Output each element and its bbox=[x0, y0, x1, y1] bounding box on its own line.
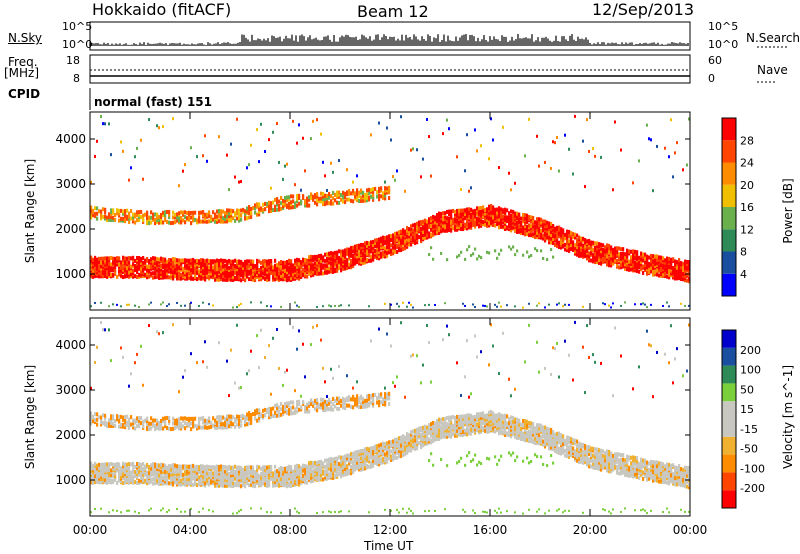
y-tick-label: 4000 bbox=[55, 132, 86, 146]
colorbar-tick-label: 28 bbox=[740, 134, 754, 147]
colorbar-segment bbox=[722, 184, 736, 207]
noise-left-tick-bottom: 10^0 bbox=[62, 38, 93, 51]
colorbar-segment bbox=[722, 347, 736, 366]
colorbar-segment bbox=[722, 454, 736, 473]
y-tick-label: 3000 bbox=[55, 177, 86, 191]
nsky-label: N.Sky bbox=[8, 31, 43, 45]
colorbar-tick-label: 50 bbox=[740, 383, 754, 396]
y-tick-label: 1000 bbox=[55, 473, 86, 487]
colorbar-segment bbox=[722, 436, 736, 455]
colorbar-tick-label: -100 bbox=[740, 462, 765, 475]
colorbar-tick-label: 4 bbox=[740, 268, 747, 281]
date-title: 12/Sep/2013 bbox=[592, 0, 695, 19]
x-tick-label: 00:00 bbox=[73, 523, 108, 537]
velocity-ylabel: Slant Range [km] bbox=[23, 364, 37, 470]
colorbar-segment bbox=[722, 162, 736, 185]
nave-label: Nave bbox=[757, 63, 788, 77]
colorbar-tick-label: 200 bbox=[740, 344, 761, 357]
velocity-colorbar-label: Velocity [m s^-1] bbox=[781, 364, 795, 470]
mhz-label: [MHz] bbox=[4, 66, 40, 80]
freq-right-tick-top: 60 bbox=[708, 54, 722, 67]
cpid-value: normal (fast) 151 bbox=[94, 95, 212, 109]
colorbar-segment bbox=[722, 490, 736, 508]
power-ylabel: Slant Range [km] bbox=[23, 158, 37, 264]
beam-title: Beam 12 bbox=[357, 2, 429, 21]
y-tick-label: 2000 bbox=[55, 222, 86, 236]
freq-right-tick-bottom: 0 bbox=[708, 72, 715, 85]
velocity-y-axis: 1000 2000 3000 4000 bbox=[55, 338, 690, 487]
colorbar-segment bbox=[722, 419, 736, 437]
noise-right-tick-top: 10^5 bbox=[708, 20, 739, 33]
y-tick-label: 1000 bbox=[55, 267, 86, 281]
colorbar-segment bbox=[722, 140, 736, 163]
power-scatter-cells bbox=[90, 114, 691, 309]
colorbar-segment bbox=[722, 229, 736, 252]
power-y-axis: 1000 2000 3000 4000 bbox=[55, 132, 690, 281]
colorbar-segment bbox=[722, 472, 736, 491]
freq-traces bbox=[90, 69, 690, 77]
colorbar-segment bbox=[722, 118, 736, 141]
colorbar-tick-label: 20 bbox=[740, 179, 754, 192]
x-tick-label: 12:00 bbox=[373, 523, 408, 537]
noise-panel-frame bbox=[89, 21, 691, 51]
station-title: Hokkaido (fitACF) bbox=[92, 0, 232, 19]
x-tick-label: 16:00 bbox=[473, 523, 508, 537]
noise-right-tick-bottom: 10^0 bbox=[708, 38, 739, 51]
y-tick-label: 3000 bbox=[55, 383, 86, 397]
colorbar-frame bbox=[721, 329, 737, 509]
freq-left-tick-top: 18 bbox=[66, 54, 80, 67]
colorbar-tick-label: -200 bbox=[740, 482, 765, 495]
noise-left-tick-top: 10^5 bbox=[62, 20, 93, 33]
colorbar-tick-label: -15 bbox=[740, 423, 758, 436]
colorbar-segment bbox=[722, 401, 736, 419]
colorbar-tick-label: 8 bbox=[740, 246, 747, 259]
time-x-axis: 00:00 04:00 08:00 12:00 16:00 20:00 00:00 bbox=[73, 112, 708, 537]
colorbar-frame bbox=[721, 117, 737, 297]
cpid-label: CPID bbox=[8, 87, 41, 101]
colorbar-tick-label: 15 bbox=[740, 403, 754, 416]
colorbar-tick-label: 16 bbox=[740, 201, 754, 214]
x-tick-label: 20:00 bbox=[573, 523, 608, 537]
velocity-colorbar: -200 -100 -50 -15 15 50 100 200 bbox=[721, 329, 765, 509]
colorbar-segment bbox=[722, 273, 736, 296]
colorbar-tick-label: 100 bbox=[740, 364, 761, 377]
colorbar-segment bbox=[722, 207, 736, 230]
colorbar-tick-label: 12 bbox=[740, 223, 754, 236]
colorbar-segment bbox=[722, 251, 736, 274]
freq-label: Freq. bbox=[8, 55, 38, 69]
freq-panel-frame bbox=[89, 54, 691, 84]
nsearch-label: N.Search bbox=[746, 31, 800, 45]
freq-left-tick-bottom: 8 bbox=[73, 72, 80, 85]
x-tick-label: 08:00 bbox=[273, 523, 308, 537]
time-xlabel: Time UT bbox=[364, 539, 414, 553]
power-colorbar: 4 8 12 16 20 24 28 bbox=[721, 117, 754, 297]
colorbar-segment bbox=[722, 383, 736, 402]
colorbar-segment bbox=[722, 365, 736, 384]
y-tick-label: 2000 bbox=[55, 428, 86, 442]
colorbar-tick-label: -50 bbox=[740, 443, 758, 456]
y-tick-label: 4000 bbox=[55, 338, 86, 352]
x-tick-label: 00:00 bbox=[673, 523, 708, 537]
colorbar-tick-label: 24 bbox=[740, 157, 754, 170]
x-tick-label: 04:00 bbox=[173, 523, 208, 537]
velocity-scatter-cells bbox=[90, 320, 691, 515]
noise-traces bbox=[89, 34, 689, 46]
power-colorbar-label: Power [dB] bbox=[781, 178, 795, 244]
colorbar-segment bbox=[722, 330, 736, 348]
